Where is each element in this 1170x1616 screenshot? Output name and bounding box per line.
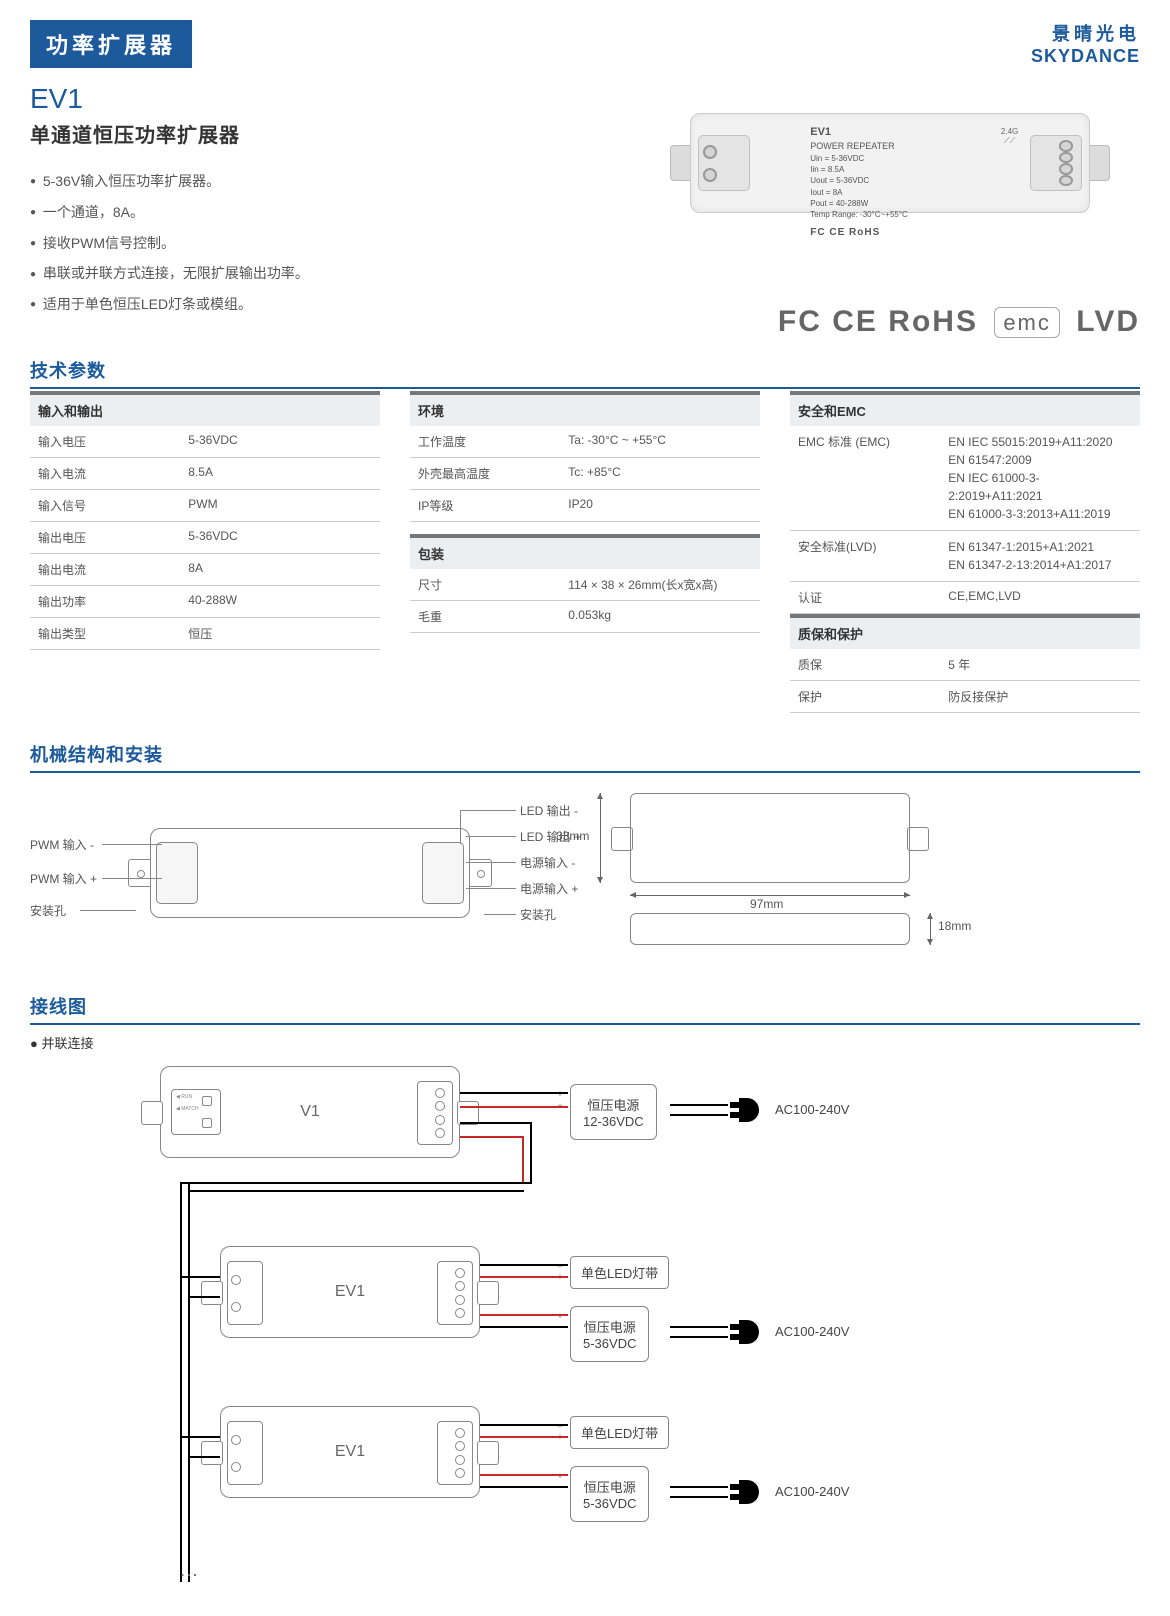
hero: EV1 单通道恒压功率扩展器 5-36V输入恒压功率扩展器。 一个通道，8A。 … bbox=[30, 83, 1140, 293]
spec-header-warranty: 质保和保护 bbox=[790, 614, 1140, 649]
label-pwm-in-pos: PWM 输入 + bbox=[30, 870, 97, 887]
psu-main: +− 恒压电源12-36VDC bbox=[570, 1084, 657, 1140]
ac-label: AC100-240V bbox=[775, 1324, 849, 1339]
bullet: 适用于单色恒压LED灯条或模组。 bbox=[30, 289, 641, 320]
continuation-dots: ⋮ bbox=[178, 1566, 200, 1586]
photo-subtitle: POWER REPEATER bbox=[810, 140, 1000, 153]
brand: 景晴光电 SKYDANCE bbox=[1031, 20, 1140, 67]
device-outline bbox=[150, 828, 470, 918]
plug-icon bbox=[730, 1480, 760, 1504]
lvd-icon: LVD bbox=[1076, 305, 1140, 338]
ac-label: AC100-240V bbox=[775, 1102, 849, 1117]
photo-spec: Iin = 8.5A bbox=[810, 164, 1000, 175]
bullet: 5-36V输入恒压功率扩展器。 bbox=[30, 166, 641, 197]
photo-spec: Iout = 8A bbox=[810, 187, 1000, 198]
mech-diagram: PWM 输入 - PWM 输入 + 安装孔 LED 输出 - LED 输出 + … bbox=[30, 783, 1140, 963]
model-code: EV1 bbox=[30, 83, 641, 115]
dim-h: 33mm bbox=[556, 829, 589, 843]
photo-spec: Temp Range: -30°C~+55°C bbox=[810, 209, 1000, 220]
wiring-diagram: ◀ RUN◀ MATCH V1 +− 恒压电源12-36VDC AC100-24… bbox=[30, 1066, 1140, 1596]
photo-certs: FC CE RoHS bbox=[810, 226, 1000, 240]
spec-table: 输入和输出 输入电压5-36VDC 输入电流8.5A 输入信号PWM 输出电压5… bbox=[30, 391, 1140, 713]
bullet: 一个通道，8A。 bbox=[30, 197, 641, 228]
ac-label: AC100-240V bbox=[775, 1484, 849, 1499]
wiring-mode: ● 并联连接 bbox=[30, 1033, 1140, 1052]
bullet: 接收PWM信号控制。 bbox=[30, 228, 641, 259]
wiring-heading: 接线图 bbox=[30, 993, 1140, 1025]
led-tag: −+单色LED灯带 bbox=[570, 1416, 669, 1449]
label-mount-hole: 安装孔 bbox=[30, 902, 66, 919]
unit-label: V1 bbox=[161, 1103, 459, 1121]
spec-header-pack: 包装 bbox=[410, 534, 760, 569]
unit-ev1: EV1 bbox=[220, 1246, 480, 1338]
product-subtitle: 单通道恒压功率扩展器 bbox=[30, 119, 641, 148]
spec-heading: 技术参数 bbox=[30, 357, 1140, 389]
dim-d: 18mm bbox=[938, 919, 971, 933]
mech-heading: 机械结构和安装 bbox=[30, 741, 1140, 773]
spec-header-io: 输入和输出 bbox=[30, 391, 380, 426]
psu-ext: +−恒压电源5-36VDC bbox=[570, 1306, 649, 1362]
category-badge: 功率扩展器 bbox=[30, 20, 192, 68]
feature-bullets: 5-36V输入恒压功率扩展器。 一个通道，8A。 接收PWM信号控制。 串联或并… bbox=[30, 166, 641, 320]
product-photo: EV1 POWER REPEATER Uin = 5-36VDC Iin = 8… bbox=[690, 113, 1090, 213]
bullet: 串联或并联方式连接，无限扩展输出功率。 bbox=[30, 258, 641, 289]
plug-icon bbox=[730, 1320, 760, 1344]
dimension-drawing: 33mm 97mm 18mm bbox=[550, 793, 1140, 953]
unit-ev1: EV1 bbox=[220, 1406, 480, 1498]
brand-cn: 景晴光电 bbox=[1031, 20, 1140, 46]
photo-spec: Uin = 5-36VDC bbox=[810, 153, 1000, 164]
photo-spec: Pout = 40-288W bbox=[810, 198, 1000, 209]
psu-ext: +−恒压电源5-36VDC bbox=[570, 1466, 649, 1522]
plug-icon bbox=[730, 1098, 760, 1122]
top-bar: 功率扩展器 景晴光电 SKYDANCE bbox=[30, 20, 1140, 68]
brand-en: SKYDANCE bbox=[1031, 46, 1140, 67]
fcc-icon: FC bbox=[778, 305, 822, 338]
emc-icon: emc bbox=[994, 307, 1060, 338]
photo-title: EV1 bbox=[810, 125, 1000, 140]
led-tag: −+单色LED灯带 bbox=[570, 1256, 669, 1289]
label-pwm-in-neg: PWM 输入 - bbox=[30, 836, 94, 853]
dim-w: 97mm bbox=[750, 897, 783, 911]
rohs-icon: RoHS bbox=[888, 305, 978, 338]
spec-header-env: 环境 bbox=[410, 391, 760, 426]
wifi-icon: 2.4G⟋⟋ bbox=[1001, 127, 1018, 146]
photo-spec: Uout = 5-36VDC bbox=[810, 175, 1000, 186]
unit-v1: ◀ RUN◀ MATCH V1 bbox=[160, 1066, 460, 1158]
spec-header-safety: 安全和EMC bbox=[790, 391, 1140, 426]
ce-icon: CE bbox=[832, 305, 878, 338]
